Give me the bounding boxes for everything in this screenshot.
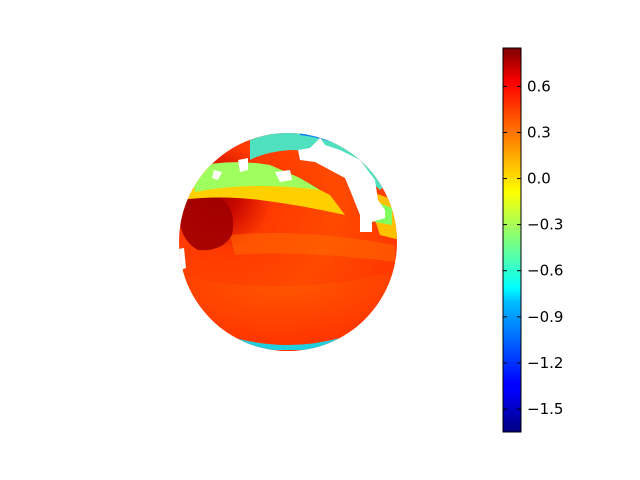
northern-green-zone	[190, 162, 320, 192]
colorbar-tick-label: −0.6	[527, 262, 563, 280]
land-islands	[212, 158, 292, 182]
land-west-fringe	[179, 248, 186, 272]
land-north	[262, 133, 385, 232]
colorbar-tick-label: −0.3	[527, 216, 563, 234]
colorbar-gradient	[502, 47, 522, 433]
colorbar-tick-label: 0.3	[527, 123, 551, 141]
colorbar-tick-label: −0.9	[527, 308, 563, 326]
globe	[179, 133, 397, 351]
arctic-blue-edge	[300, 133, 385, 170]
colorbar-ticks: 0.6 0.3 0.0 −0.3 −0.6 −0.9 −1.2 −1.5	[503, 77, 563, 418]
colorbar-tick-label: 0.6	[527, 77, 551, 95]
colorbar-tick-label: 0.0	[527, 170, 551, 188]
warm-pool	[179, 193, 234, 251]
colorbar-tick-label: −1.2	[527, 354, 563, 372]
colorbar: 0.6 0.3 0.0 −0.3 −0.6 −0.9 −1.2 −1.5	[502, 47, 563, 433]
southern-rim	[235, 338, 340, 350]
tropical-band	[230, 232, 395, 262]
colorbar-tick-label: −1.5	[527, 400, 563, 418]
